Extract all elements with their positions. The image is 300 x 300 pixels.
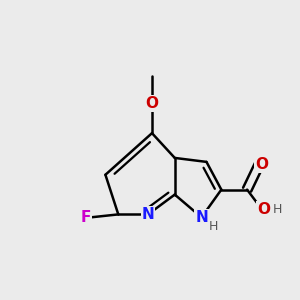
Text: F: F	[81, 210, 91, 225]
Text: N: N	[195, 210, 208, 225]
Text: O: O	[255, 158, 268, 172]
Text: H: H	[209, 220, 218, 233]
Text: O: O	[146, 96, 158, 111]
Text: O: O	[257, 202, 270, 217]
Text: H: H	[273, 203, 282, 216]
Text: N: N	[142, 207, 154, 222]
